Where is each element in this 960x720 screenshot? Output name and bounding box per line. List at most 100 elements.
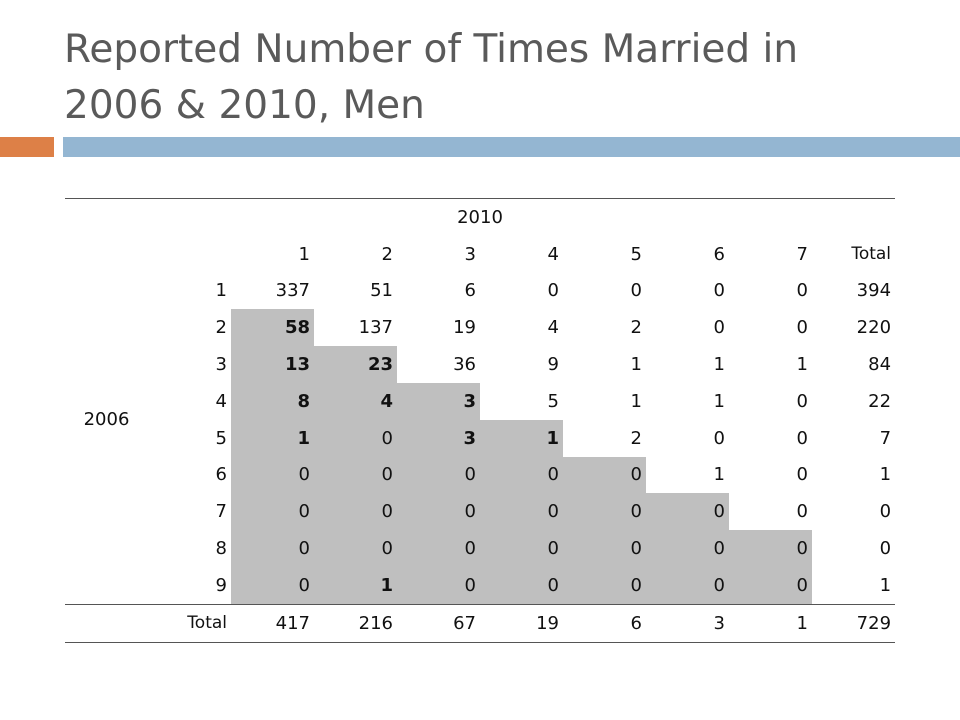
table-cell: 1 — [796, 354, 808, 376]
table-cell: 1 — [630, 354, 642, 376]
table-cell: 0 — [796, 427, 808, 449]
table-cell: 0 — [713, 280, 725, 302]
table-cell: 1 — [713, 390, 725, 412]
table-cell: 1 — [231, 419, 314, 457]
row-group-label: 2006 — [83, 409, 130, 431]
table-cell: 5 — [547, 390, 559, 412]
total-cell: 6 — [563, 604, 646, 643]
col-group-row: 2010 — [65, 197, 896, 236]
table-cell: 0 — [480, 566, 563, 605]
row-label: 8 — [215, 538, 227, 560]
table-cell: 0 — [796, 317, 808, 339]
marriage-crosstab-table: 2010 2006 1 2 3 4 5 6 7 Total 1 337 51 6 0 0 0 0 394 2 58 137… — [65, 197, 896, 643]
table-cell: 0 — [397, 530, 480, 567]
row-label: 3 — [215, 354, 227, 376]
table-cell: 2 — [630, 427, 642, 449]
col-header: 6 — [713, 243, 725, 265]
table-cell: 0 — [796, 280, 808, 302]
table-cell: 23 — [314, 346, 397, 383]
table-cell: 1 — [314, 566, 397, 605]
table-cell: 0 — [563, 566, 646, 605]
table-row: 2 58 137 19 4 2 0 0 220 — [65, 309, 895, 347]
table-cell: 0 — [397, 456, 480, 494]
total-cell: 67 — [397, 604, 480, 643]
table-cell: 3 — [397, 382, 480, 420]
table-cell: 0 — [547, 280, 559, 302]
row-label: 7 — [215, 501, 227, 523]
table-cell: 0 — [713, 427, 725, 449]
table-cell: 0 — [646, 493, 729, 531]
total-cell: 19 — [480, 604, 563, 643]
table-cell: 0 — [796, 390, 808, 412]
table-cell: 6 — [464, 280, 476, 302]
row-label: 4 — [215, 390, 227, 412]
total-row: Total 417 216 67 19 6 3 1 729 — [65, 603, 896, 643]
table-cell: 1 — [713, 354, 725, 376]
col-header: 4 — [547, 243, 559, 265]
table-cell: 13 — [231, 346, 314, 383]
table-cell: 0 — [713, 317, 725, 339]
col-header: 1 — [298, 243, 310, 265]
total-row-blank — [65, 603, 148, 643]
col-header: Total — [851, 244, 892, 265]
col-header: 2 — [381, 243, 393, 265]
table-cell: 220 — [856, 317, 892, 339]
table-cell: 19 — [453, 317, 476, 339]
table-cell: 0 — [314, 493, 397, 531]
table-cell: 0 — [480, 456, 563, 494]
table-row: 3 13 23 36 9 1 1 1 84 — [65, 346, 895, 383]
total-row-label: Total — [148, 604, 231, 643]
accent-bar-blue — [63, 137, 960, 157]
table-cell: 0 — [397, 566, 480, 605]
table-cell: 36 — [453, 354, 476, 376]
row-label: 6 — [215, 464, 227, 486]
total-cell: 729 — [812, 604, 896, 643]
table-cell: 4 — [547, 317, 559, 339]
total-cell: 1 — [729, 604, 812, 643]
header-corner-cell — [148, 236, 231, 273]
table-cell: 58 — [231, 309, 314, 347]
slide-title-line-2: 2006 & 2010, Men — [64, 83, 425, 128]
row-label: 5 — [215, 427, 227, 449]
table-cell: 0 — [879, 538, 892, 560]
table-cell: 84 — [868, 354, 892, 376]
slide-title-line-1: Reported Number of Times Married in — [64, 27, 799, 72]
col-header: 7 — [796, 243, 808, 265]
table-cell: 337 — [275, 280, 310, 302]
col-header-row: 2006 1 2 3 4 5 6 7 Total — [65, 236, 895, 431]
table-cell: 1 — [480, 419, 563, 457]
table-cell: 8 — [231, 382, 314, 420]
table-cell: 0 — [314, 456, 397, 494]
total-cell: 417 — [231, 604, 314, 643]
table-row: 4 8 4 3 5 1 1 0 22 — [65, 382, 895, 420]
table-cell: 0 — [314, 419, 397, 457]
table-cell: 1 — [713, 464, 725, 486]
table-cell: 0 — [231, 456, 314, 494]
table-cell: 0 — [231, 493, 314, 531]
table-cell: 1 — [879, 464, 892, 486]
row-label: 2 — [215, 317, 227, 339]
accent-bar-orange — [0, 137, 54, 157]
table-cell: 0 — [796, 464, 808, 486]
table-cell: 0 — [231, 530, 314, 567]
table-cell: 3 — [397, 419, 480, 457]
table-cell: 0 — [397, 493, 480, 531]
table-cell: 137 — [358, 317, 393, 339]
table-cell: 0 — [879, 501, 892, 523]
row-label: 9 — [148, 566, 231, 605]
table-cell: 0 — [563, 530, 646, 567]
col-header: 3 — [464, 243, 476, 265]
total-cell: 216 — [314, 604, 397, 643]
table-row: 1 337 51 6 0 0 0 0 394 — [65, 273, 895, 310]
total-cell: 3 — [646, 604, 729, 643]
table-cell: 7 — [879, 427, 892, 449]
table-cell: 0 — [314, 530, 397, 567]
table-cell: 0 — [796, 501, 808, 523]
table-cell: 0 — [729, 530, 812, 567]
table-cell: 1 — [630, 390, 642, 412]
table-cell: 0 — [563, 456, 646, 494]
col-group-label: 2010 — [65, 197, 896, 236]
